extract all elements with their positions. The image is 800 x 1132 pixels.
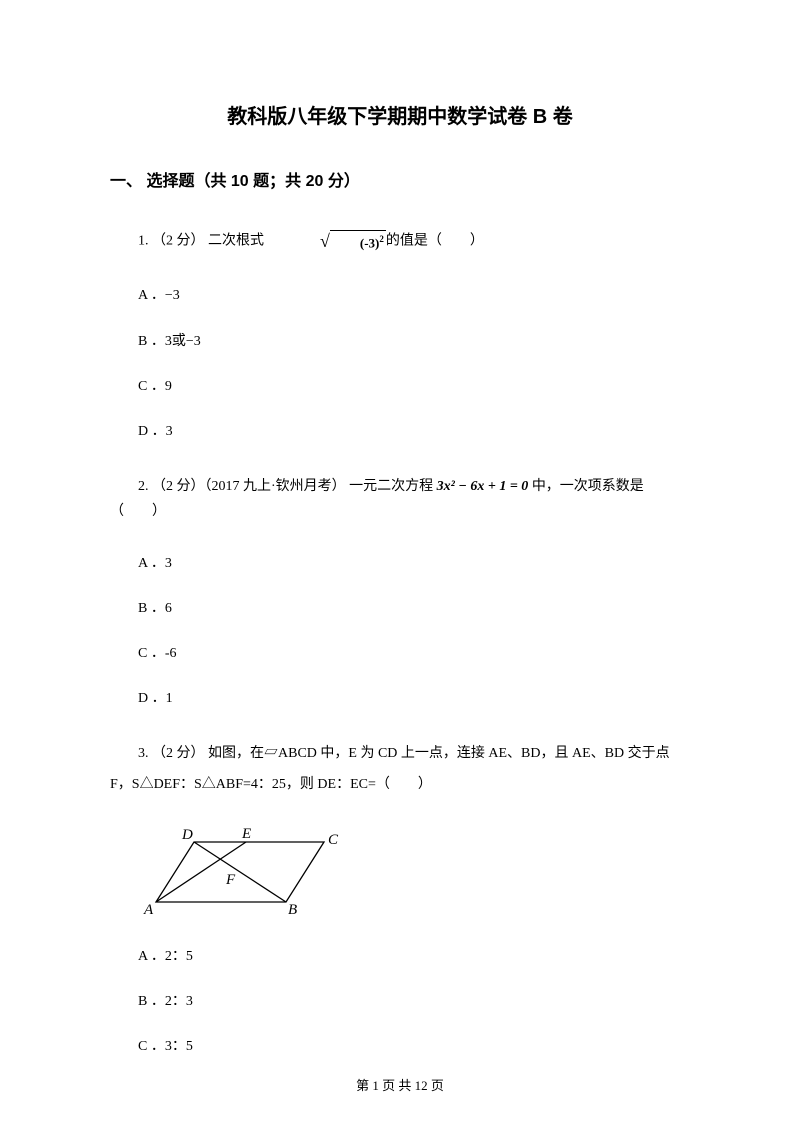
q2-option-d: D ．1 [110, 686, 690, 711]
svg-text:F: F [225, 872, 236, 888]
q1-prefix: 1. （2 分） 二次根式 [138, 233, 264, 248]
q1-option-a: A ．−3 [110, 283, 690, 308]
q3-option-b: B ．2：3 [110, 989, 690, 1014]
svg-text:A: A [143, 902, 154, 918]
q1-suffix: 的值是（ ） [386, 233, 484, 248]
q1-option-b: B ．3或−3 [110, 329, 690, 354]
svg-text:B: B [288, 902, 297, 918]
q2-option-b: B ．6 [110, 596, 690, 621]
q3-option-c: C ．3：5 [110, 1034, 690, 1059]
sqrt-base: (-3) [360, 235, 380, 250]
q1-option-d: D ．3 [110, 419, 690, 444]
page-title: 教科版八年级下学期期中数学试卷 B 卷 [110, 100, 690, 129]
q3-option-a: A ．2：5 [110, 944, 690, 969]
sqrt-exponent: 2 [379, 234, 384, 244]
q2-equation: 3x² − 6x + 1 = 0 [437, 479, 529, 494]
q3-diagram: D E C A B F [138, 824, 690, 918]
q2-option-c: C ．-6 [110, 641, 690, 666]
svg-text:E: E [241, 826, 251, 842]
question-2: 2. （2 分）（2017 九上·钦州月考） 一元二次方程 3x² − 6x +… [110, 474, 690, 524]
q1-options: A ．−3 B ．3或−3 C ．9 D ．3 [110, 283, 690, 444]
question-3-line1: 3. （2 分） 如图，在▱ABCD 中，E 为 CD 上一点，连接 AE、BD… [110, 741, 690, 766]
page-footer: 第 1 页 共 12 页 [0, 1075, 800, 1094]
q2-option-a: A ．3 [110, 551, 690, 576]
sqrt-expression: √(-3)2 [264, 225, 386, 257]
q2-options: A ．3 B ．6 C ．-6 D ．1 [110, 551, 690, 712]
question-1: 1. （2 分） 二次根式√(-3)2的值是（ ） [110, 225, 690, 257]
parallelogram-diagram: D E C A B F [138, 824, 342, 918]
q2-prefix: 2. （2 分）（2017 九上·钦州月考） 一元二次方程 [138, 479, 437, 494]
section-header: 一、 选择题（共 10 题；共 20 分） [110, 167, 690, 191]
svg-text:C: C [328, 832, 339, 848]
question-3-line2: F，S△DEF：S△ABF=4：25，则 DE：EC=（ ） [110, 772, 690, 797]
svg-text:D: D [181, 827, 193, 843]
q1-option-c: C ．9 [110, 374, 690, 399]
q3-options: A ．2：5 B ．2：3 C ．3：5 [110, 944, 690, 1060]
